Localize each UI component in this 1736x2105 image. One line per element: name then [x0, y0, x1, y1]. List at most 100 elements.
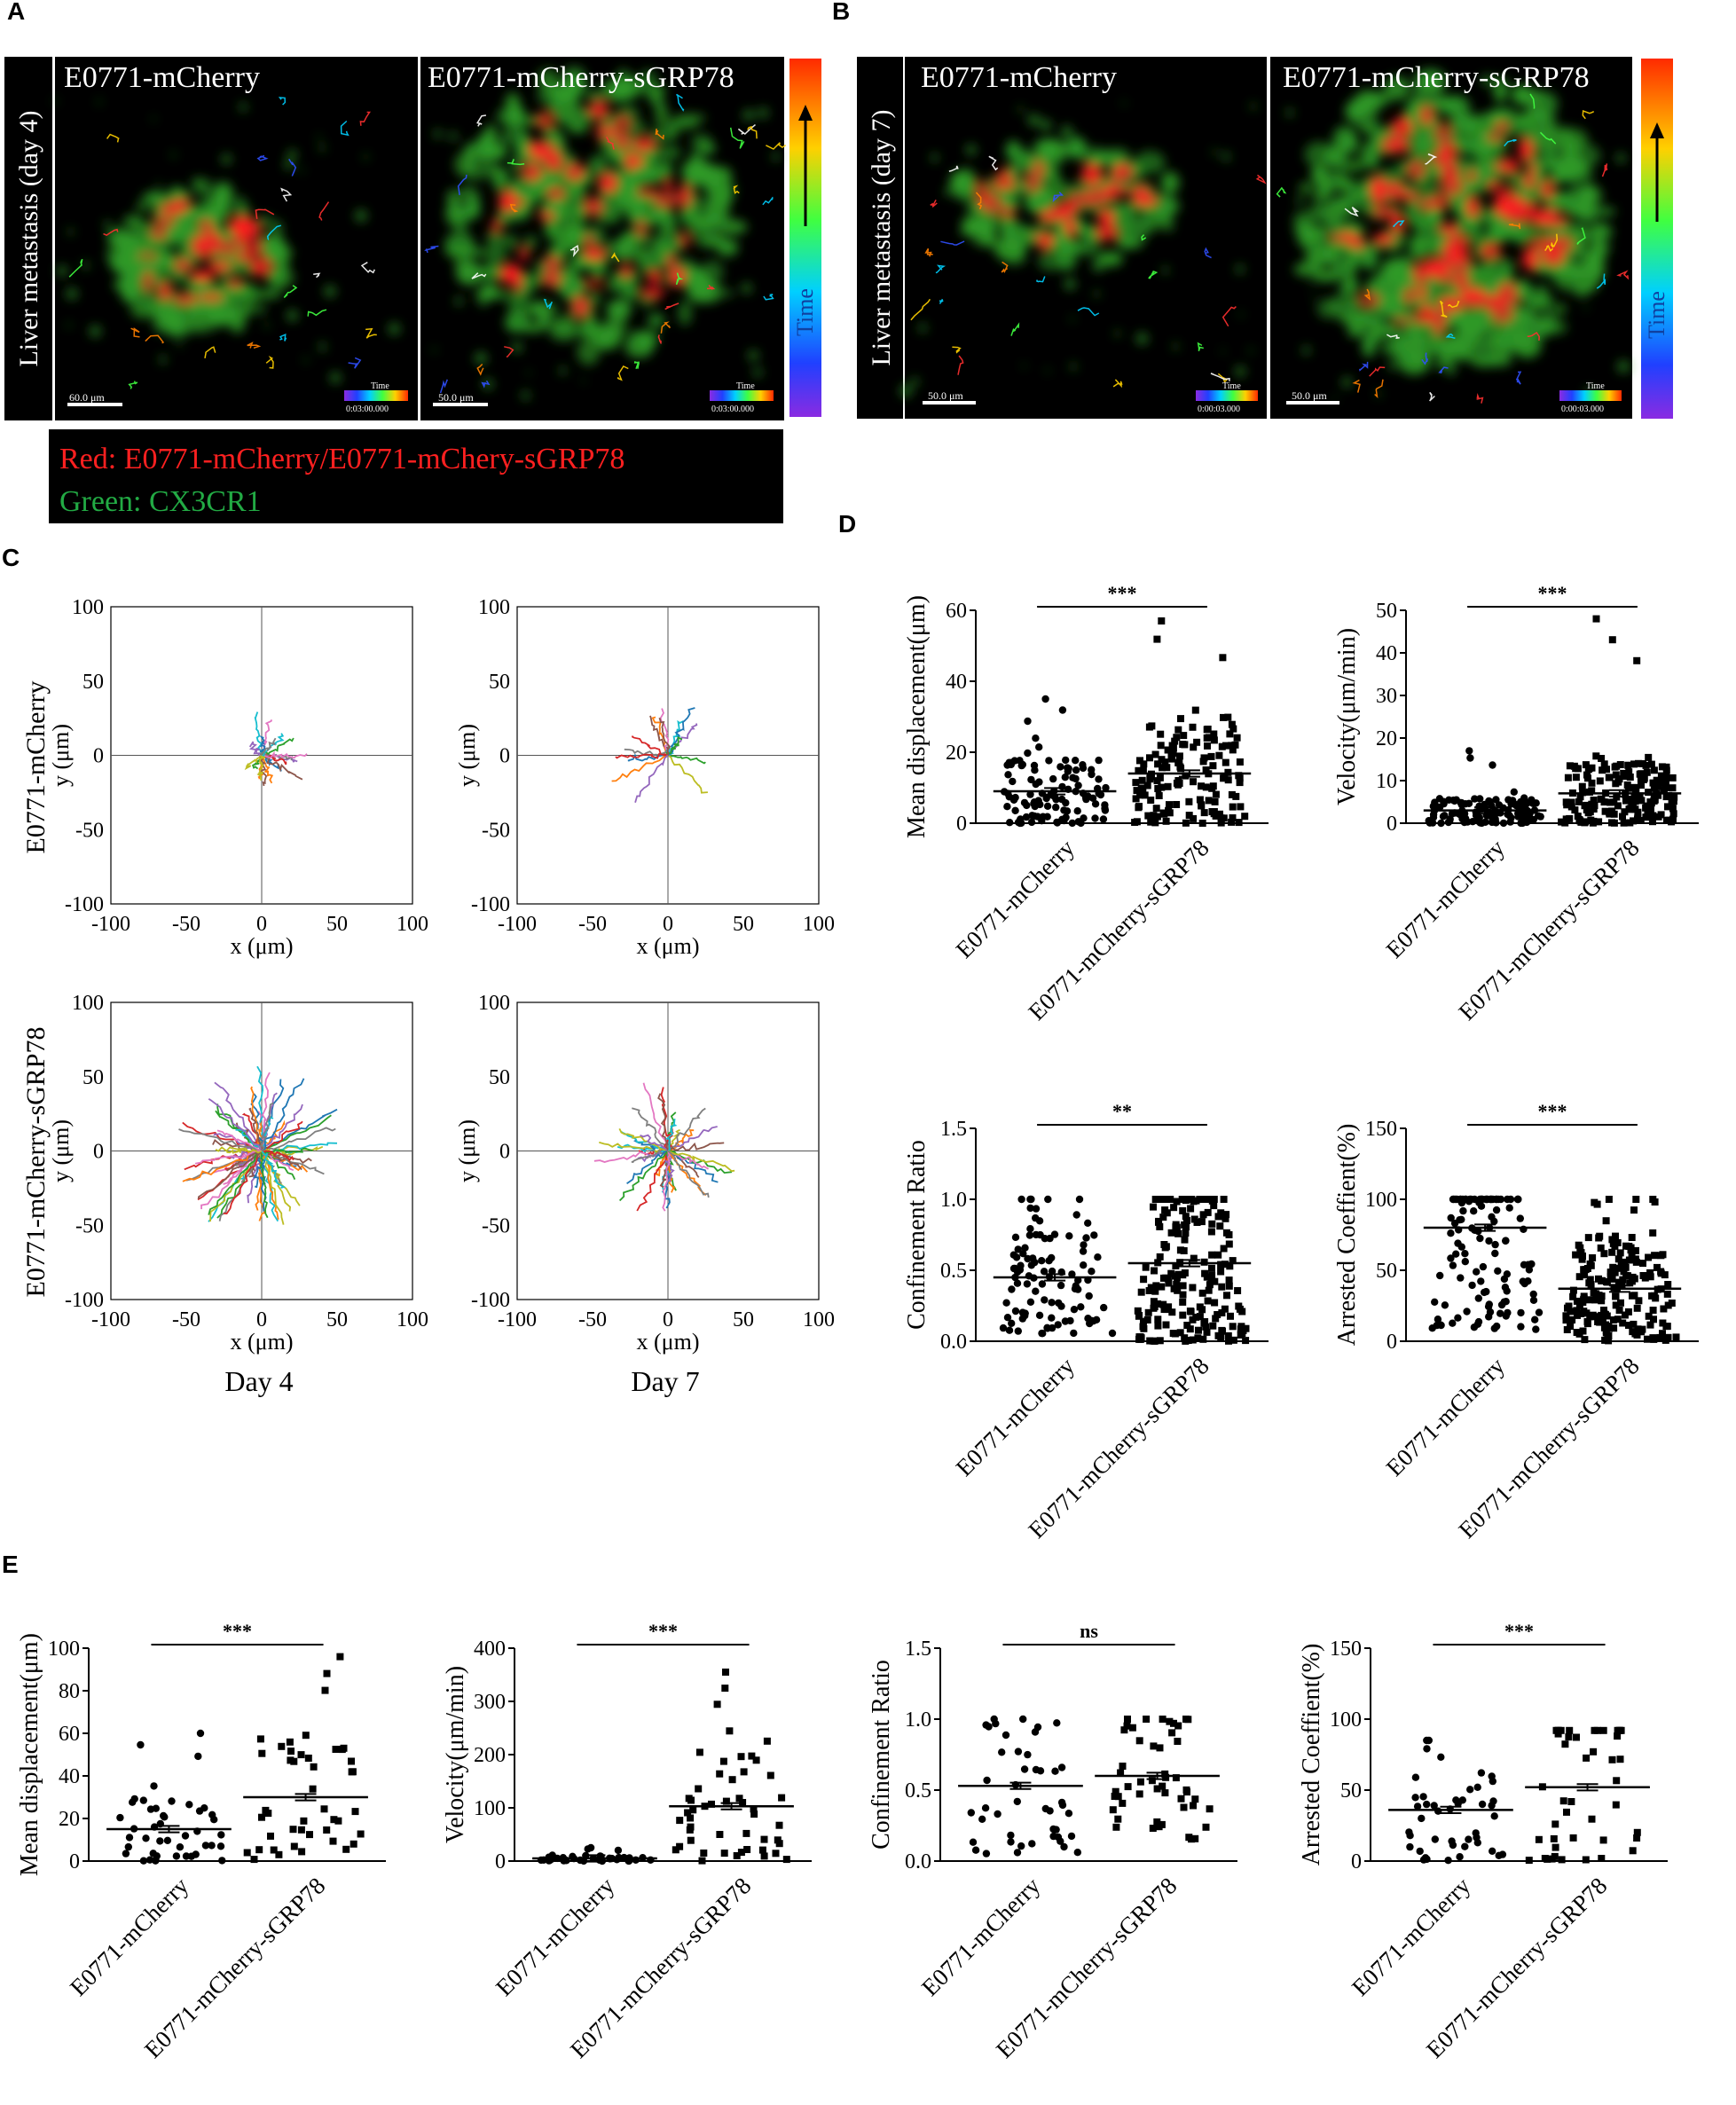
data-point: [1551, 1820, 1559, 1828]
data-point: [1473, 1783, 1481, 1792]
micro-track: [1010, 322, 1020, 336]
trajectory-track: [261, 1104, 303, 1151]
data-point: [262, 1806, 270, 1814]
data-point: [1183, 1788, 1190, 1796]
microglia-dot: [700, 143, 705, 148]
micro-track: [476, 363, 484, 376]
data-point: [1237, 1325, 1245, 1333]
data-point: [1136, 791, 1144, 799]
cell-blob: [1064, 217, 1077, 237]
trajectory-track: [215, 1146, 263, 1154]
data-point: [1112, 1787, 1119, 1795]
data-point: [1639, 760, 1647, 767]
image-title: E0771-mCherry: [921, 61, 1117, 94]
microglia-dot: [287, 149, 297, 160]
micro-track: [633, 361, 640, 369]
data-point: [172, 1852, 181, 1860]
panel-c-trajectories: E0771-mCherry E0771-mCherry-sGRP78 Day 4…: [21, 596, 835, 1397]
trajectory-track: [660, 1087, 671, 1151]
data-point: [1041, 695, 1049, 703]
microglia-dot: [177, 341, 183, 347]
micro-track: [1001, 261, 1009, 274]
data-point: [1058, 1801, 1067, 1810]
data-point: [1662, 763, 1670, 771]
data-point: [1225, 1337, 1232, 1345]
micro-track: [675, 272, 684, 286]
cell-blob: [614, 131, 631, 151]
microglia-dot: [454, 296, 463, 306]
data-point: [1225, 1240, 1233, 1248]
data-point: [1645, 1312, 1653, 1320]
trajectory-track: [259, 737, 277, 757]
tissue-blob: [1559, 128, 1588, 151]
data-point: [1060, 1842, 1068, 1851]
data-point: [1660, 1305, 1668, 1313]
data-point: [1581, 1336, 1589, 1344]
data-point: [1445, 796, 1453, 804]
micro-track: [664, 302, 679, 310]
micro-track: [1582, 109, 1595, 120]
microglia-dot: [753, 367, 763, 377]
tissue-blob: [1587, 223, 1614, 241]
data-point: [334, 1817, 342, 1825]
micro-track: [762, 196, 774, 206]
microglia-dot: [255, 304, 266, 314]
data-point: [1086, 1319, 1094, 1328]
y-axis-label: Velocity(μm/min): [1333, 628, 1361, 805]
data-point: [1580, 1296, 1588, 1304]
cell-blob: [1527, 162, 1536, 177]
micro-track: [1352, 379, 1361, 393]
data-point: [1430, 1802, 1438, 1810]
micro-track: [288, 158, 297, 177]
data-point: [1212, 790, 1220, 798]
microglia-dot: [515, 149, 528, 161]
data-point: [1072, 774, 1080, 783]
cell-blob: [1490, 302, 1514, 324]
y-tick-label: 20: [946, 742, 967, 765]
data-point: [1166, 809, 1174, 817]
data-point: [1650, 1316, 1657, 1323]
cell-blob: [1521, 247, 1540, 271]
data-point: [1233, 734, 1241, 742]
micro-track: [279, 334, 287, 342]
microglia-dot: [748, 350, 759, 361]
cell-blob: [975, 179, 987, 203]
data-point: [1229, 725, 1237, 733]
micro-track: [1439, 300, 1448, 318]
data-point: [1026, 1204, 1034, 1213]
microglia-dot: [1419, 365, 1424, 369]
data-point: [1220, 713, 1227, 721]
mini-timestamp: 0:03:00.000: [711, 405, 754, 414]
data-point: [1630, 817, 1638, 825]
microglia-dot: [965, 144, 977, 156]
data-point: [195, 1807, 204, 1815]
data-point: [1575, 1273, 1583, 1281]
microglia-dot: [510, 182, 521, 192]
y-tick-label: -50: [482, 1214, 510, 1237]
mini-colorbar: [1196, 390, 1258, 401]
tissue-blob: [1340, 278, 1361, 296]
data-point: [1624, 1308, 1632, 1316]
data-point: [1603, 1278, 1611, 1286]
tissue-blob: [240, 306, 255, 316]
dot-series: [1001, 695, 1110, 828]
dot-series: [243, 1653, 365, 1864]
image-title: E0771-mCherry-sGRP78: [428, 61, 734, 94]
data-point: [1562, 1312, 1570, 1320]
microglia-dot: [742, 109, 755, 121]
tissue-blob: [585, 291, 602, 306]
y-axis-label: Arrested Coeffient(%): [1298, 1644, 1325, 1866]
y-tick-label: 400: [474, 1638, 506, 1661]
data-point: [1158, 617, 1166, 624]
data-point: [1174, 1738, 1182, 1745]
data-point: [1114, 1815, 1122, 1823]
data-point: [1224, 1331, 1232, 1339]
mini-colorbar: [1559, 390, 1622, 401]
data-point: [1151, 1303, 1159, 1311]
trajectory-track: [261, 1127, 336, 1152]
side-label-b: Liver metastasis (day 7): [867, 109, 896, 365]
data-point: [1153, 1785, 1161, 1793]
data-point: [1088, 1268, 1096, 1276]
data-point: [1606, 1268, 1614, 1276]
